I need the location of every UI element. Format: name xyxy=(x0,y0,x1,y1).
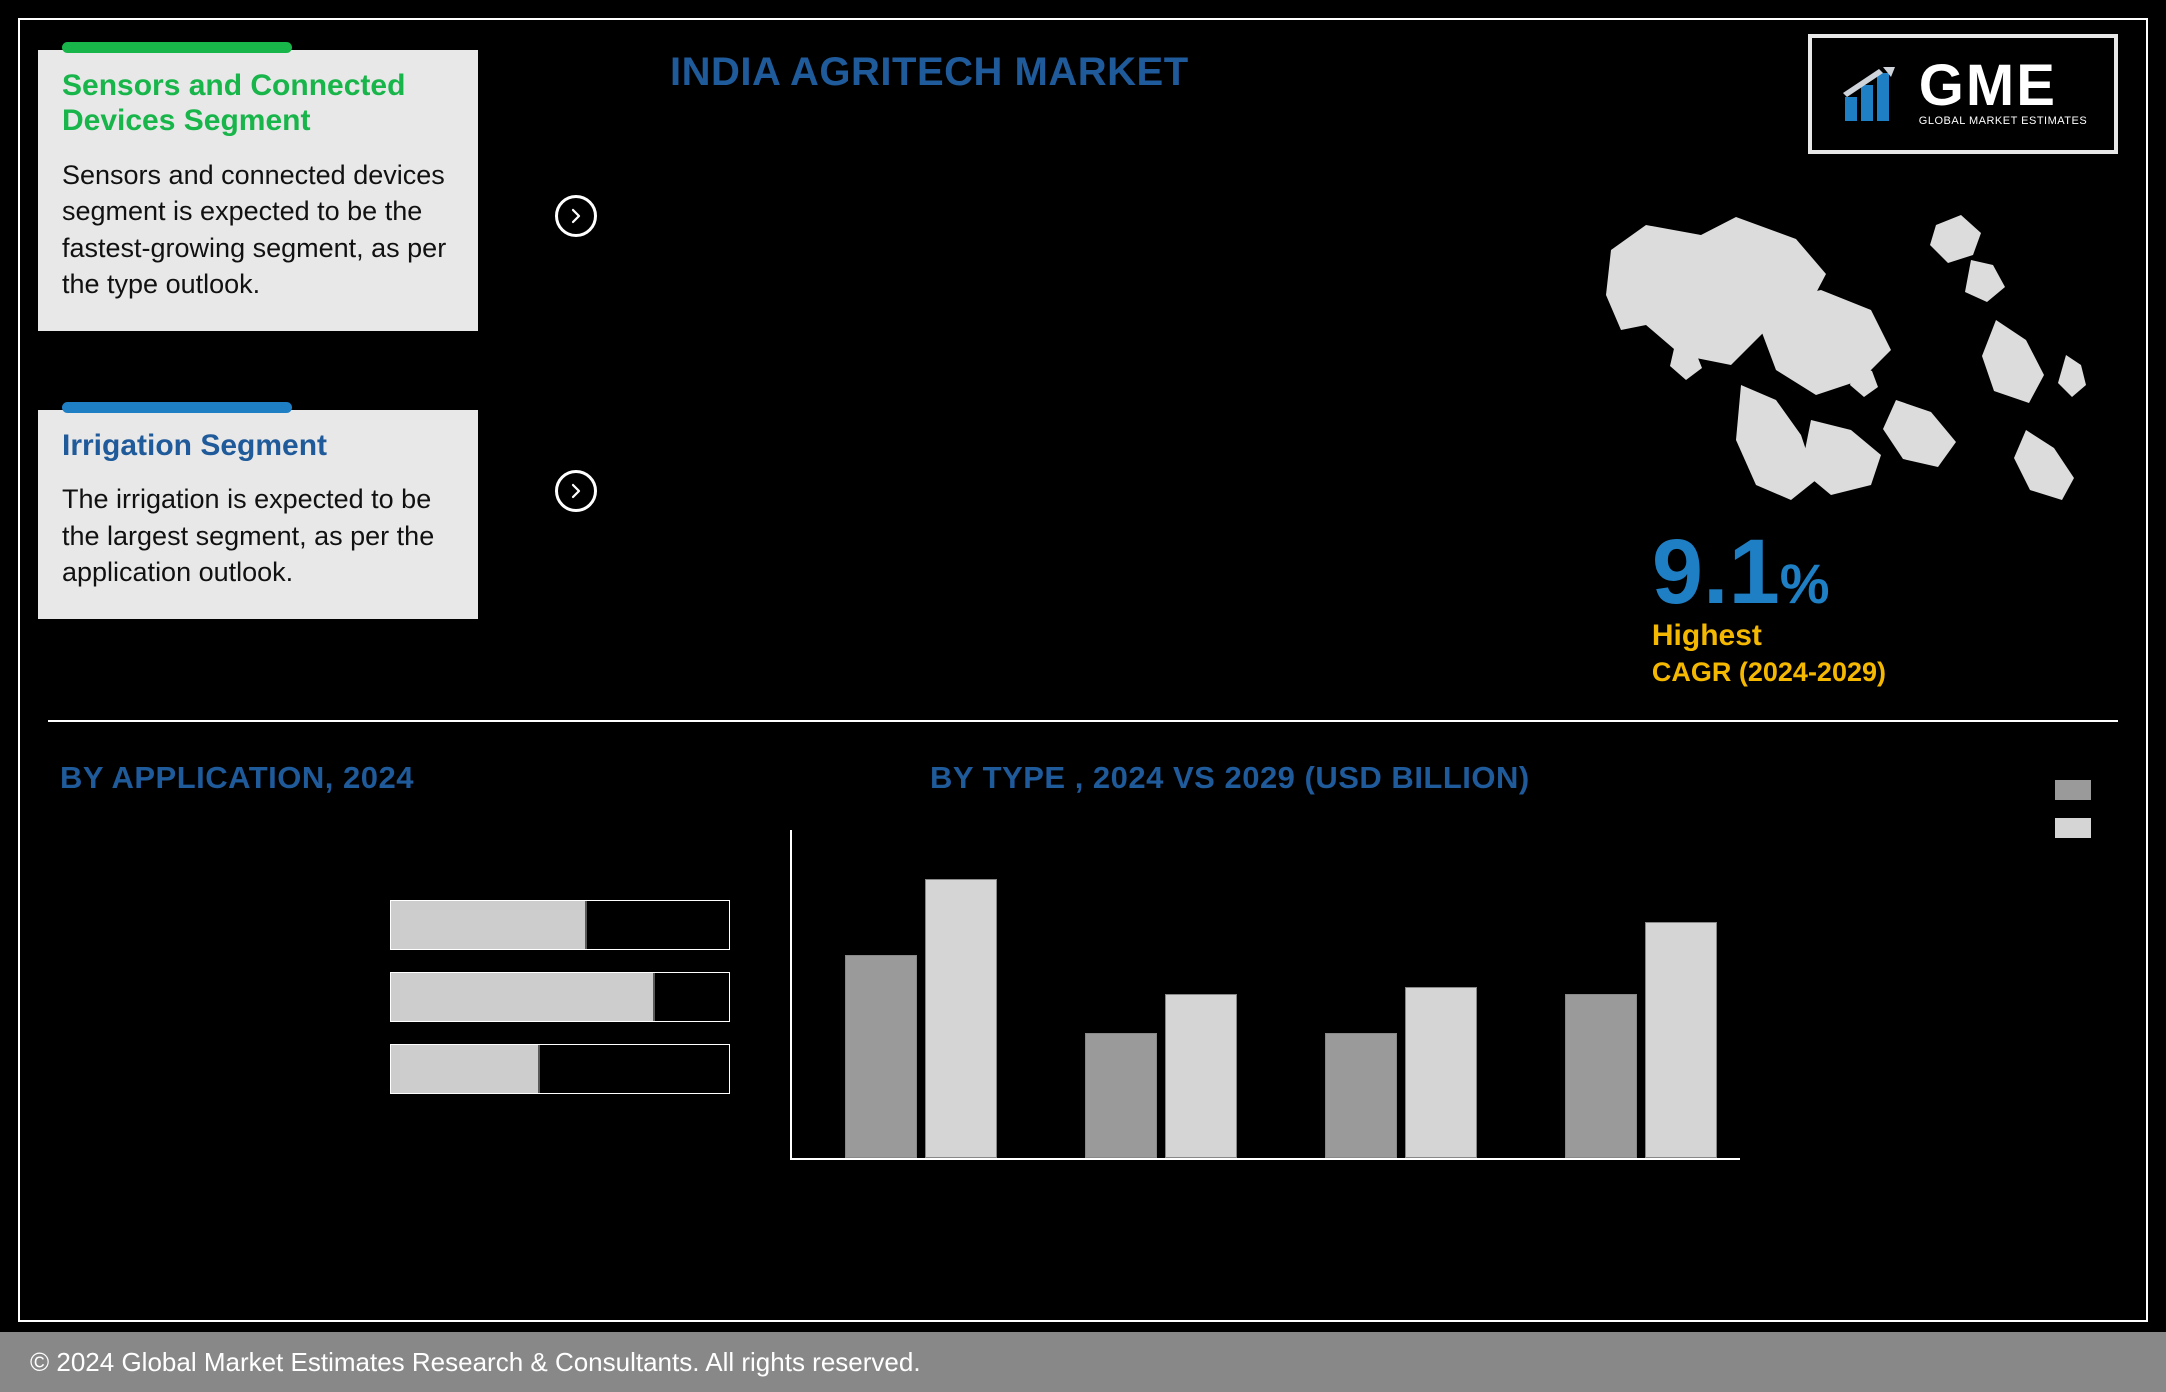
segment-accent-bar xyxy=(62,42,292,53)
cagr-stat: 9.1% Highest CAGR (2024-2029) xyxy=(1652,520,1886,688)
by-application-title: BY APPLICATION, 2024 xyxy=(60,760,414,796)
gme-logo-subtext: GLOBAL MARKET ESTIMATES xyxy=(1919,115,2087,127)
legend-swatch xyxy=(2055,818,2091,838)
gbar-group xyxy=(1085,994,1255,1158)
chevron-right-icon xyxy=(555,195,597,237)
segment-card-body: Sensors and connected devices segment is… xyxy=(62,157,454,303)
copyright-text: © 2024 Global Market Estimates Research … xyxy=(30,1347,921,1378)
segment-accent-bar xyxy=(62,402,292,413)
segment-card-title: Sensors and Connected Devices Segment xyxy=(62,68,454,139)
by-type-x-axis xyxy=(790,1158,1740,1160)
hbar-row xyxy=(390,900,730,950)
gbar-2024 xyxy=(1565,994,1637,1158)
map-icon xyxy=(1596,205,2096,505)
gme-logo-text: GME xyxy=(1919,61,2087,110)
hbar-fill xyxy=(391,973,655,1021)
gbar-2024 xyxy=(1325,1033,1397,1158)
by-type-legend xyxy=(2055,780,2091,838)
gbar-group xyxy=(1325,987,1495,1158)
gbar-2024 xyxy=(845,955,917,1158)
hbar-row xyxy=(390,1044,730,1094)
by-type-y-axis xyxy=(790,830,792,1160)
cagr-subtitle: CAGR (2024-2029) xyxy=(1652,657,1886,688)
copyright-footer: © 2024 Global Market Estimates Research … xyxy=(0,1332,2166,1392)
segment-card-body: The irrigation is expected to be the lar… xyxy=(62,481,454,590)
by-type-chart xyxy=(790,830,1740,1160)
gbar-2029 xyxy=(1645,922,1717,1158)
infographic-frame: INDIA AGRITECH MARKET GME GLOBAL MARKET … xyxy=(18,18,2148,1322)
gbar-2024 xyxy=(1085,1033,1157,1158)
by-application-chart xyxy=(390,900,730,1116)
segment-card-title: Irrigation Segment xyxy=(62,428,454,463)
chevron-right-icon xyxy=(555,470,597,512)
gbar-2029 xyxy=(1165,994,1237,1158)
gbar-group xyxy=(845,879,1015,1158)
gbar-2029 xyxy=(925,879,997,1158)
segment-card: Irrigation Segment The irrigation is expe… xyxy=(38,410,478,619)
cagr-unit: % xyxy=(1780,552,1830,615)
gme-logo-mark-icon xyxy=(1839,63,1909,125)
gme-logo: GME GLOBAL MARKET ESTIMATES xyxy=(1808,34,2118,154)
legend-swatch xyxy=(2055,780,2091,800)
section-divider xyxy=(48,720,2118,722)
hbar-fill xyxy=(391,901,587,949)
gbar-group xyxy=(1565,922,1735,1158)
cagr-value: 9.1 xyxy=(1652,520,1780,625)
hbar-row xyxy=(390,972,730,1022)
by-type-title: BY TYPE , 2024 VS 2029 (USD BILLION) xyxy=(930,760,1530,796)
hbar-fill xyxy=(391,1045,540,1093)
main-title: INDIA AGRITECH MARKET xyxy=(670,50,1189,95)
segment-card: Sensors and Connected Devices Segment Sen… xyxy=(38,50,478,331)
gbar-2029 xyxy=(1405,987,1477,1158)
